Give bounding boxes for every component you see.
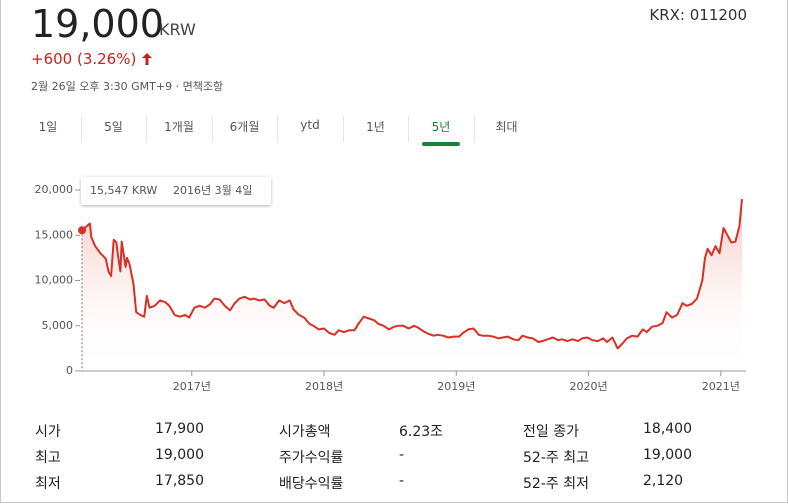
- stat-value: 18,400: [643, 421, 692, 437]
- tab[interactable]: 1년: [366, 120, 385, 134]
- stat-label: 전일 종가: [523, 424, 579, 440]
- tab-separator: [80, 116, 82, 142]
- price: 19,000: [31, 2, 164, 46]
- y-tick-label: 10,000: [35, 274, 74, 287]
- stat-value: 19,000: [643, 447, 692, 463]
- stat-label: 배당수익률: [279, 476, 344, 492]
- price-line: [81, 199, 743, 350]
- tab[interactable]: 1개월: [164, 120, 194, 134]
- price-change: +600 (3.26%): [31, 50, 137, 68]
- tab-separator: [342, 116, 344, 142]
- tooltip: [81, 177, 271, 205]
- x-tick-label: 2017년: [173, 380, 211, 393]
- tab[interactable]: 1일: [38, 120, 58, 134]
- tab-separator: [211, 116, 213, 142]
- stat-label: 52-주 최고: [523, 450, 589, 466]
- x-tick-label: 2020년: [570, 380, 608, 393]
- cursor-dot: [78, 226, 86, 235]
- y-tick-label: 5,000: [42, 319, 74, 332]
- chart: 0 5,000 10,000 15,000 20,000 2017년 2018년 2019년 2…: [35, 177, 746, 393]
- stat-value: -: [399, 473, 405, 489]
- up-arrow: [142, 53, 152, 65]
- tab[interactable]: ytd: [300, 118, 320, 132]
- stat-label: 시가: [35, 424, 61, 440]
- tooltip-date: 2016년 3월 4일: [173, 183, 252, 197]
- ticker: KRX: 011200: [649, 6, 747, 24]
- selected-underline: [422, 142, 460, 146]
- stat-label: 주가수익률: [279, 450, 344, 466]
- y-tick-label: 15,000: [35, 228, 74, 241]
- x-tick-label: 2021년: [702, 380, 740, 393]
- tab[interactable]: 5년: [431, 120, 451, 134]
- stat-label: 최저: [35, 476, 61, 492]
- stat-label: 최고: [35, 450, 61, 466]
- x-tick-label: 2019년: [437, 380, 475, 393]
- stat-label: 52-주 최저: [523, 476, 589, 492]
- stat-value: -: [399, 447, 405, 463]
- area: [82, 199, 742, 371]
- stat-value: 17,900: [155, 421, 204, 437]
- tab-separator: [146, 116, 147, 142]
- tab-separator: [473, 116, 475, 142]
- tab[interactable]: 최대: [495, 120, 518, 134]
- stat-value: 17,850: [155, 473, 204, 489]
- stat-value: 19,000: [155, 447, 204, 463]
- currency: KRW: [159, 20, 196, 39]
- stat-value: 6.23조: [399, 424, 444, 440]
- stat-value: 2,120: [643, 473, 684, 489]
- y-tick-label: 20,000: [35, 183, 74, 196]
- timestamp: 2월 26일 오후 3:30 GMT+9 · 면책조항: [31, 80, 224, 93]
- stat-label: 시가총액: [279, 424, 331, 440]
- x-tick-label: 2018년: [305, 380, 343, 393]
- tab[interactable]: 6개월: [229, 120, 260, 134]
- tooltip-value: 15,547 KRW: [90, 184, 157, 197]
- tab[interactable]: 5일: [104, 120, 123, 134]
- tab-separator: [408, 116, 409, 142]
- tab-separator: [277, 116, 278, 142]
- y-tick-label: 0: [66, 364, 73, 377]
